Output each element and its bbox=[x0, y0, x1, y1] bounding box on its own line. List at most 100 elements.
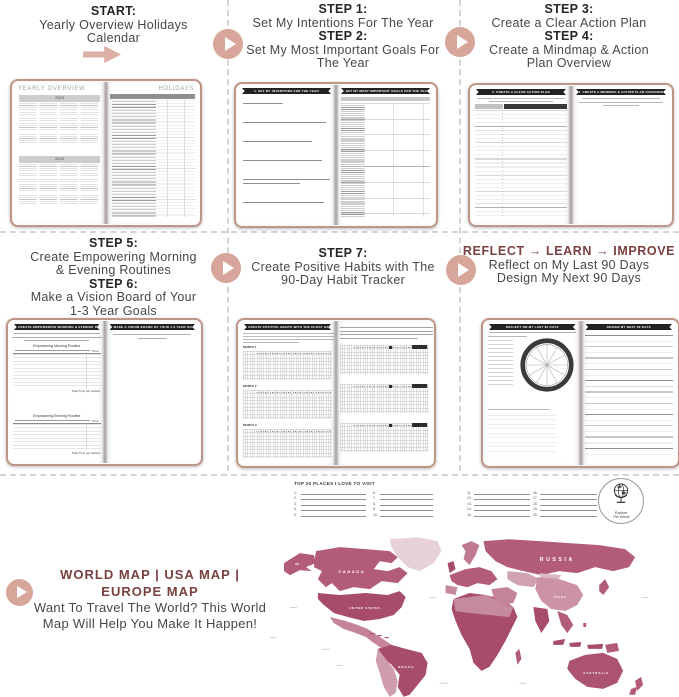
place-blank-line bbox=[474, 510, 530, 512]
routine-table-header: Time bbox=[13, 419, 101, 423]
page-design-next-90: DESIGN MY NEXT 90 DAYS bbox=[580, 321, 677, 465]
place-number: 2. bbox=[294, 496, 297, 501]
page-yearly-overview: YEARLY OVERVIEW 2023 2024 bbox=[13, 82, 106, 224]
caption-line: STEP 6: bbox=[88, 276, 139, 291]
place-number: 12. bbox=[467, 496, 472, 501]
caption-reflect: REFLECT → LEARN → IMPROVE Reflect on My … bbox=[459, 244, 679, 286]
caption-line: 1-3 Year Goals bbox=[70, 303, 157, 318]
place-number: 17. bbox=[533, 496, 538, 501]
place-row: 7. bbox=[373, 495, 433, 501]
place-number: 18. bbox=[533, 501, 538, 506]
text-smudge bbox=[15, 420, 90, 421]
page-habit-tracker-left: 7. CREATE POSITIVE HABITS WITH THE 90-DA… bbox=[239, 321, 336, 465]
caption-line: Yearly Overview Holidays bbox=[39, 17, 188, 32]
time-column-label: Time bbox=[91, 418, 99, 423]
place-number: 9. bbox=[373, 507, 376, 512]
month-block bbox=[340, 422, 429, 452]
month-block: MONTH 3 bbox=[243, 423, 332, 458]
place-blank-line bbox=[380, 510, 433, 512]
map-label-canada: CANADA bbox=[338, 569, 365, 574]
top-places-list: TOP 20 PLACES I LOVE TO VISIT 1. 2. 3. 4. 5.… bbox=[292, 481, 598, 533]
caption-line: 90-Day Habit Tracker bbox=[280, 273, 406, 287]
place-blank-line bbox=[301, 510, 366, 512]
total-time-label: Total Time per Activity bbox=[71, 450, 101, 455]
place-row: 6. bbox=[373, 489, 433, 495]
caption-start: START: Yearly Overview Holidays Calendar bbox=[0, 4, 227, 46]
place-number: 4. bbox=[294, 507, 297, 512]
caption-step7: STEP 7: Create Positive Habits with The … bbox=[227, 246, 459, 288]
caption-line: STEP 1: bbox=[318, 2, 368, 16]
spread-intentions-goals: 1. SET MY INTENTIONS FOR THE YEAR 2. SET… bbox=[234, 82, 438, 228]
page-banner: 1. SET MY INTENTIONS FOR THE YEAR bbox=[242, 88, 331, 94]
place-blank-line bbox=[540, 504, 597, 506]
year-header: 2024 bbox=[19, 156, 100, 163]
map-label-united-states: UNITED STATES bbox=[349, 606, 380, 610]
explore-the-world-emblem: Explore The World bbox=[598, 478, 644, 524]
habit-grid bbox=[243, 428, 332, 458]
map-label-australia: AUSTRALIA bbox=[583, 671, 609, 675]
place-blank-line bbox=[540, 510, 597, 512]
month-label: MONTH 3 bbox=[243, 423, 257, 427]
habit-grid bbox=[243, 389, 332, 419]
holidays-table-header bbox=[110, 94, 195, 99]
places-column: 16. 17. 18. 19. 20. bbox=[533, 489, 597, 517]
month-block bbox=[340, 383, 429, 413]
page-action-plan: 3. CREATE A CLEAR ACTION PLAN bbox=[471, 86, 571, 224]
place-blank-line bbox=[380, 515, 433, 517]
place-blank-line bbox=[474, 493, 530, 495]
place-blank-line bbox=[474, 504, 530, 506]
caption-line: Want To Travel The World? This World bbox=[33, 600, 267, 615]
section-title: Empowering Morning Routine bbox=[33, 344, 81, 348]
habit-grid bbox=[243, 350, 332, 380]
action-table bbox=[475, 110, 567, 217]
page-banner: DESIGN MY NEXT 90 DAYS bbox=[585, 324, 672, 330]
place-blank-line bbox=[380, 493, 433, 495]
arrow-right-icon bbox=[83, 46, 121, 63]
page-holidays: HOLIDAYS bbox=[106, 82, 199, 224]
caption-line: Calendar bbox=[86, 31, 141, 45]
spread-90-day-review: REFLECT ON MY LAST 90 DAYS DESIGN MY NEX… bbox=[481, 318, 679, 468]
place-number: 11. bbox=[467, 490, 472, 495]
time-column-label: Time bbox=[91, 348, 99, 353]
place-number: 16. bbox=[533, 490, 538, 495]
place-row: 14. bbox=[467, 506, 530, 512]
caption-line: Plan Overview bbox=[526, 56, 612, 70]
spread-routines-vision: 5. CREATE EMPOWERING MORNING & EVENING R… bbox=[6, 318, 203, 466]
place-row: 16. bbox=[533, 489, 597, 495]
spread-gutter bbox=[103, 82, 109, 224]
world-map: US CANADA UNITED STATES BRAZIL RUSSIA CH… bbox=[270, 537, 679, 697]
month-label: MONTH 2 bbox=[243, 384, 257, 388]
play-icon bbox=[213, 29, 243, 59]
caption-line: STEP 3: bbox=[544, 2, 594, 16]
place-number: 19. bbox=[533, 507, 538, 512]
caption-line: STEP 4: bbox=[544, 29, 594, 43]
globe-icon bbox=[613, 483, 629, 503]
place-blank-line bbox=[474, 515, 530, 517]
place-blank-line bbox=[474, 499, 530, 501]
spread-gutter bbox=[568, 86, 574, 224]
caption-world-map: WORLD MAP | USA MAP | EUROPE MAP Want To… bbox=[30, 566, 270, 632]
place-row: 5. bbox=[294, 511, 366, 517]
caption-line: & Evening Routines bbox=[55, 263, 172, 277]
page-banner: 7. CREATE POSITIVE HABITS WITH THE 90-DA… bbox=[244, 324, 331, 330]
goals-table-header bbox=[341, 96, 430, 101]
caption-line: REFLECT → LEARN → IMPROVE bbox=[462, 244, 676, 258]
play-icon bbox=[445, 27, 475, 57]
habit-grid bbox=[340, 384, 429, 413]
place-blank-line bbox=[301, 504, 366, 506]
page-intentions: 1. SET MY INTENTIONS FOR THE YEAR bbox=[237, 85, 336, 225]
place-number: 7. bbox=[373, 496, 376, 501]
place-blank-line bbox=[301, 499, 366, 501]
play-icon bbox=[211, 253, 241, 283]
place-number: 8. bbox=[373, 501, 376, 506]
caption-step5-6: STEP 5: Create Empowering Morning & Even… bbox=[0, 236, 227, 318]
emblem-text-line: Explore bbox=[614, 511, 628, 515]
place-number: 6. bbox=[373, 490, 376, 495]
place-row: 9. bbox=[373, 506, 433, 512]
month-label: MONTH 1 bbox=[243, 345, 257, 349]
page-banner: 4. CREATE A MINDMAP & ACTION PLAN OVERVI… bbox=[576, 89, 666, 95]
year-header: 2023 bbox=[19, 95, 100, 102]
spread-yearly-overview: YEARLY OVERVIEW 2023 2024 HOLIDAYS bbox=[10, 79, 202, 227]
routine-lines bbox=[13, 422, 101, 450]
place-blank-line bbox=[540, 493, 597, 495]
